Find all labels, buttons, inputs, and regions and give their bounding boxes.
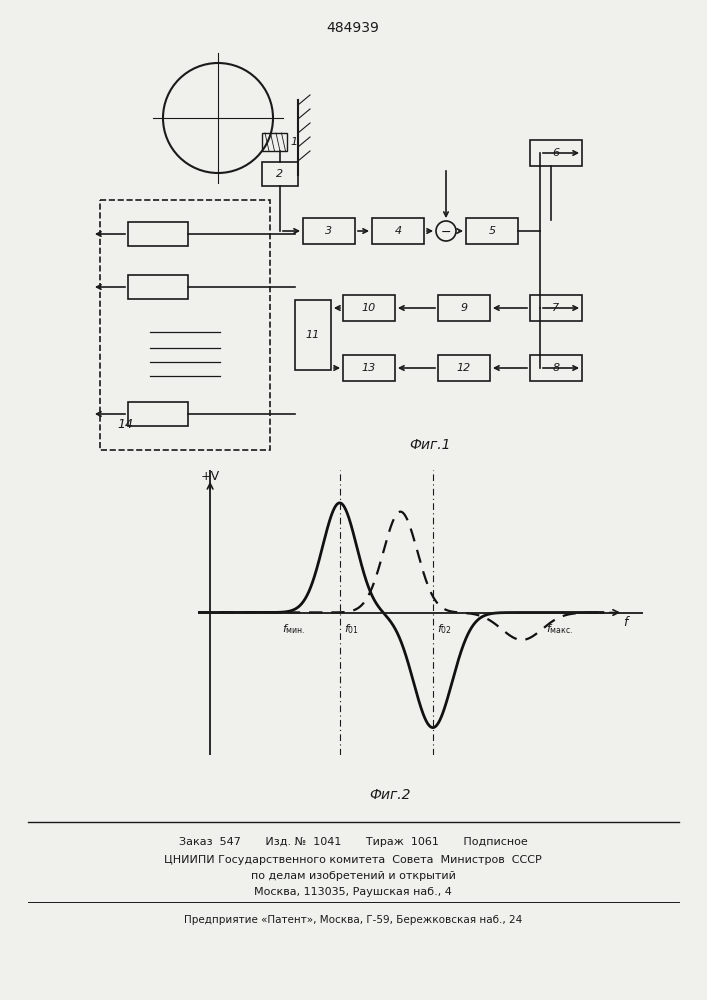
Bar bbox=[530, 140, 582, 166]
Bar bbox=[262, 133, 287, 151]
Bar bbox=[343, 295, 395, 321]
Text: 5: 5 bbox=[489, 226, 496, 236]
Text: 7: 7 bbox=[552, 303, 559, 313]
Text: $f_{\rm макс.}$: $f_{\rm макс.}$ bbox=[547, 622, 573, 636]
Bar bbox=[100, 200, 270, 450]
Text: Заказ  547       Изд. №  1041       Тираж  1061       Подписное: Заказ 547 Изд. № 1041 Тираж 1061 Подписн… bbox=[179, 837, 527, 847]
Bar bbox=[372, 218, 424, 244]
Text: $f_{01}$: $f_{01}$ bbox=[344, 622, 359, 636]
Text: +V: +V bbox=[201, 470, 220, 483]
Text: 14: 14 bbox=[117, 418, 133, 432]
Text: Фиг.2: Фиг.2 bbox=[369, 788, 411, 802]
Text: Предприятие «Патент», Москва, Г-59, Бережковская наб., 24: Предприятие «Патент», Москва, Г-59, Бере… bbox=[184, 915, 522, 925]
Bar bbox=[295, 300, 331, 370]
Bar bbox=[530, 355, 582, 381]
Text: 2: 2 bbox=[276, 169, 284, 179]
Text: 3: 3 bbox=[325, 226, 332, 236]
Text: 13: 13 bbox=[362, 363, 376, 373]
Bar bbox=[303, 218, 355, 244]
Text: 1: 1 bbox=[291, 137, 298, 147]
Text: 484939: 484939 bbox=[327, 21, 380, 35]
Bar bbox=[343, 355, 395, 381]
Text: Фиг.1: Фиг.1 bbox=[409, 438, 451, 452]
Text: 4: 4 bbox=[395, 226, 402, 236]
Bar bbox=[128, 275, 188, 299]
Text: 10: 10 bbox=[362, 303, 376, 313]
Text: ЦНИИПИ Государственного комитета  Совета  Министров  СССР: ЦНИИПИ Государственного комитета Совета … bbox=[164, 855, 542, 865]
Text: 6: 6 bbox=[552, 148, 559, 158]
Text: 12: 12 bbox=[457, 363, 471, 373]
Bar bbox=[262, 162, 298, 186]
Text: $f_{\rm мин.}$: $f_{\rm мин.}$ bbox=[281, 622, 305, 636]
Text: $f_{02}$: $f_{02}$ bbox=[437, 622, 452, 636]
Text: 11: 11 bbox=[306, 330, 320, 340]
Text: 9: 9 bbox=[460, 303, 467, 313]
Bar bbox=[466, 218, 518, 244]
Text: −: − bbox=[440, 226, 451, 238]
Bar bbox=[438, 295, 490, 321]
Bar bbox=[438, 355, 490, 381]
Bar bbox=[530, 295, 582, 321]
Bar bbox=[128, 402, 188, 426]
Text: Москва, 113035, Раушская наб., 4: Москва, 113035, Раушская наб., 4 bbox=[254, 887, 452, 897]
Text: 8: 8 bbox=[552, 363, 559, 373]
Text: f: f bbox=[623, 616, 628, 629]
Text: по делам изобретений и открытий: по делам изобретений и открытий bbox=[250, 871, 455, 881]
Bar bbox=[128, 222, 188, 246]
